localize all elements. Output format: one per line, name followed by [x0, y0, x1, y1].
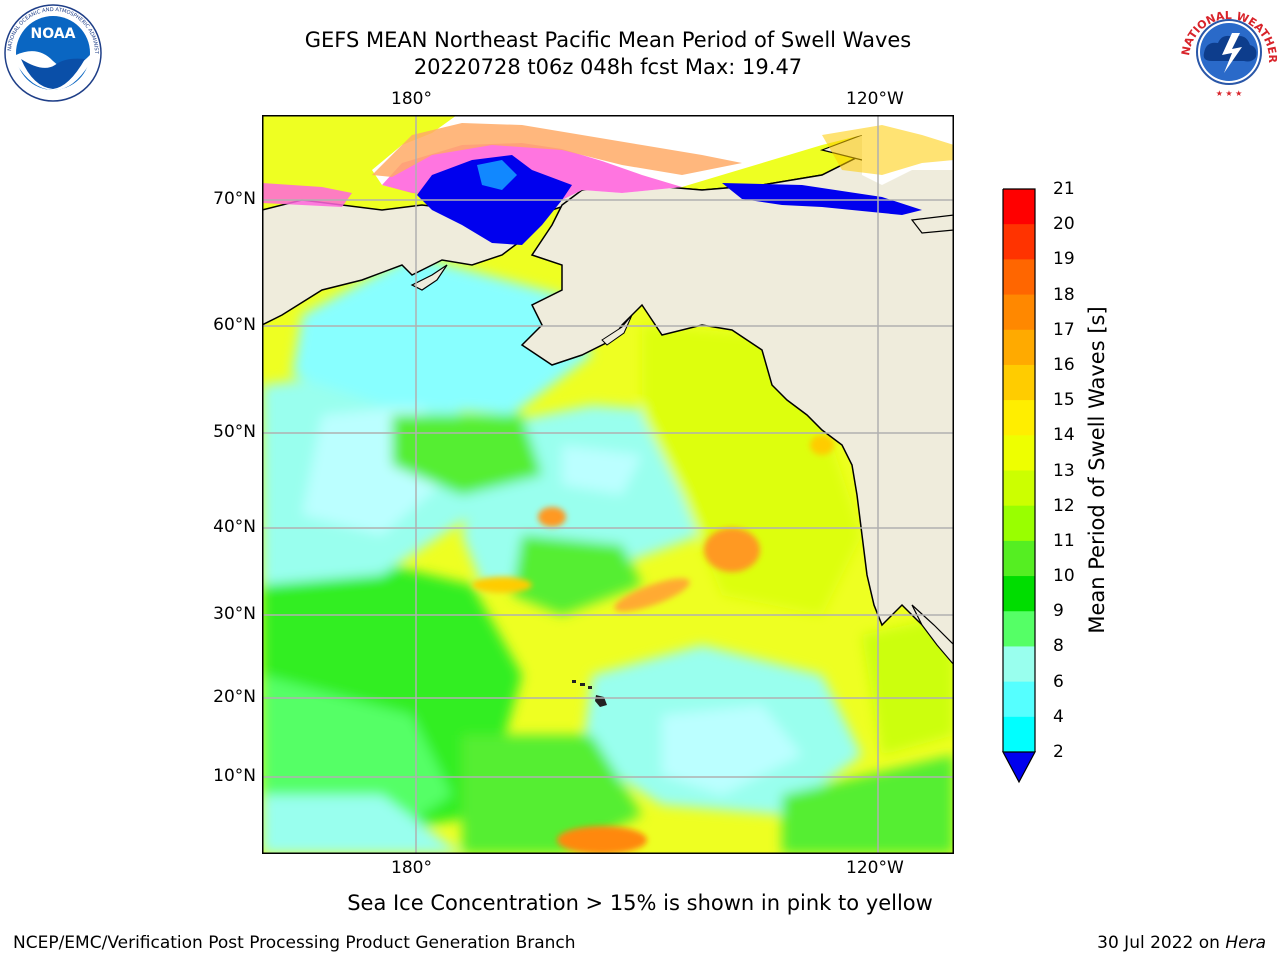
- colorbar-tick-label: 12: [1053, 495, 1075, 516]
- colorbar-segment: [1003, 400, 1035, 436]
- lat-label-70n: 70°N: [213, 189, 256, 209]
- map-panel: [262, 115, 954, 854]
- sea-ice-note: Sea Ice Concentration > 15% is shown in …: [347, 891, 933, 915]
- colorbar-tick-label: 14: [1053, 425, 1075, 446]
- colorbar-segment: [1003, 259, 1035, 296]
- colorbar-tick-label: 16: [1053, 354, 1075, 375]
- colorbar-tick-label: 21: [1053, 179, 1075, 199]
- swell-period-field: [262, 255, 954, 854]
- colorbar-tick-label: 13: [1053, 460, 1075, 481]
- lon-label-bottom-180: 180°: [391, 858, 432, 878]
- colorbar-segment: [1003, 540, 1035, 577]
- colorbar-segment: [1003, 435, 1035, 471]
- colorbar-segment: [1003, 716, 1035, 753]
- long-period-swell-patches: [472, 435, 834, 854]
- lon-label-bottom-120w: 120°W: [846, 858, 904, 878]
- colorbar-tick-label: 17: [1053, 319, 1075, 340]
- graticule: [262, 115, 954, 854]
- map-frame: [262, 115, 954, 854]
- svg-text:NOAA: NOAA: [31, 26, 76, 42]
- colorbar-tick-label: 9: [1053, 601, 1064, 622]
- colorbar-segment: [1003, 681, 1035, 718]
- map-subtitle: 20220728 t06z 048h fcst Max: 19.47: [413, 55, 803, 79]
- colorbar-tick-label: 10: [1053, 566, 1075, 587]
- lat-label-30n: 30°N: [213, 604, 256, 624]
- colorbar-segment: [1003, 224, 1035, 260]
- lon-label-top-180: 180°: [391, 89, 432, 109]
- colorbar-label: Mean Period of Swell Waves [s]: [1085, 306, 1109, 634]
- run-date: 30 Jul 2022 on Hera: [1097, 933, 1266, 953]
- colorbar-segment: [1003, 294, 1035, 331]
- colorbar-tick-label: 6: [1053, 671, 1064, 692]
- colorbar-tick-label: 19: [1053, 249, 1075, 270]
- colorbar-segment: [1003, 576, 1035, 612]
- colorbar-tick-label: 15: [1053, 390, 1075, 411]
- lat-label-50n: 50°N: [213, 422, 256, 442]
- nws-logo: NATIONAL WEATHER SERVICE ★ ★ ★: [1176, 0, 1279, 101]
- colorbar-segment: [1003, 329, 1035, 366]
- colorbar-tick-label: 4: [1053, 706, 1064, 727]
- colorbar-tick-label: 11: [1053, 530, 1075, 551]
- lat-label-60n: 60°N: [213, 315, 256, 335]
- lat-label-10n: 10°N: [213, 766, 256, 786]
- colorbar-tick-label: 20: [1053, 214, 1075, 235]
- lon-label-top-120w: 120°W: [846, 89, 904, 109]
- producer-credit: NCEP/EMC/Verification Post Processing Pr…: [13, 933, 576, 953]
- colorbar-tick-label: 2: [1053, 742, 1064, 762]
- colorbar-segment: [1003, 611, 1035, 647]
- map-title: GEFS MEAN Northeast Pacific Mean Period …: [304, 28, 912, 52]
- colorbar-segment: [1003, 646, 1035, 683]
- colorbar-segment: [1003, 505, 1035, 542]
- svg-text:★ ★ ★: ★ ★ ★: [1216, 89, 1243, 98]
- lat-label-40n: 40°N: [213, 517, 256, 537]
- colorbar-segment: [1003, 364, 1035, 401]
- colorbar-segment: [1003, 470, 1035, 507]
- lat-label-20n: 20°N: [213, 687, 256, 707]
- noaa-logo: NOAA NATIONAL OCEANIC AND ATMOSPHERIC AD…: [0, 0, 103, 103]
- colorbar-tick-label: 8: [1053, 636, 1064, 657]
- colorbar-segment: [1003, 189, 1035, 225]
- colorbar: [1002, 188, 1038, 784]
- colorbar-tick-label: 18: [1053, 284, 1075, 305]
